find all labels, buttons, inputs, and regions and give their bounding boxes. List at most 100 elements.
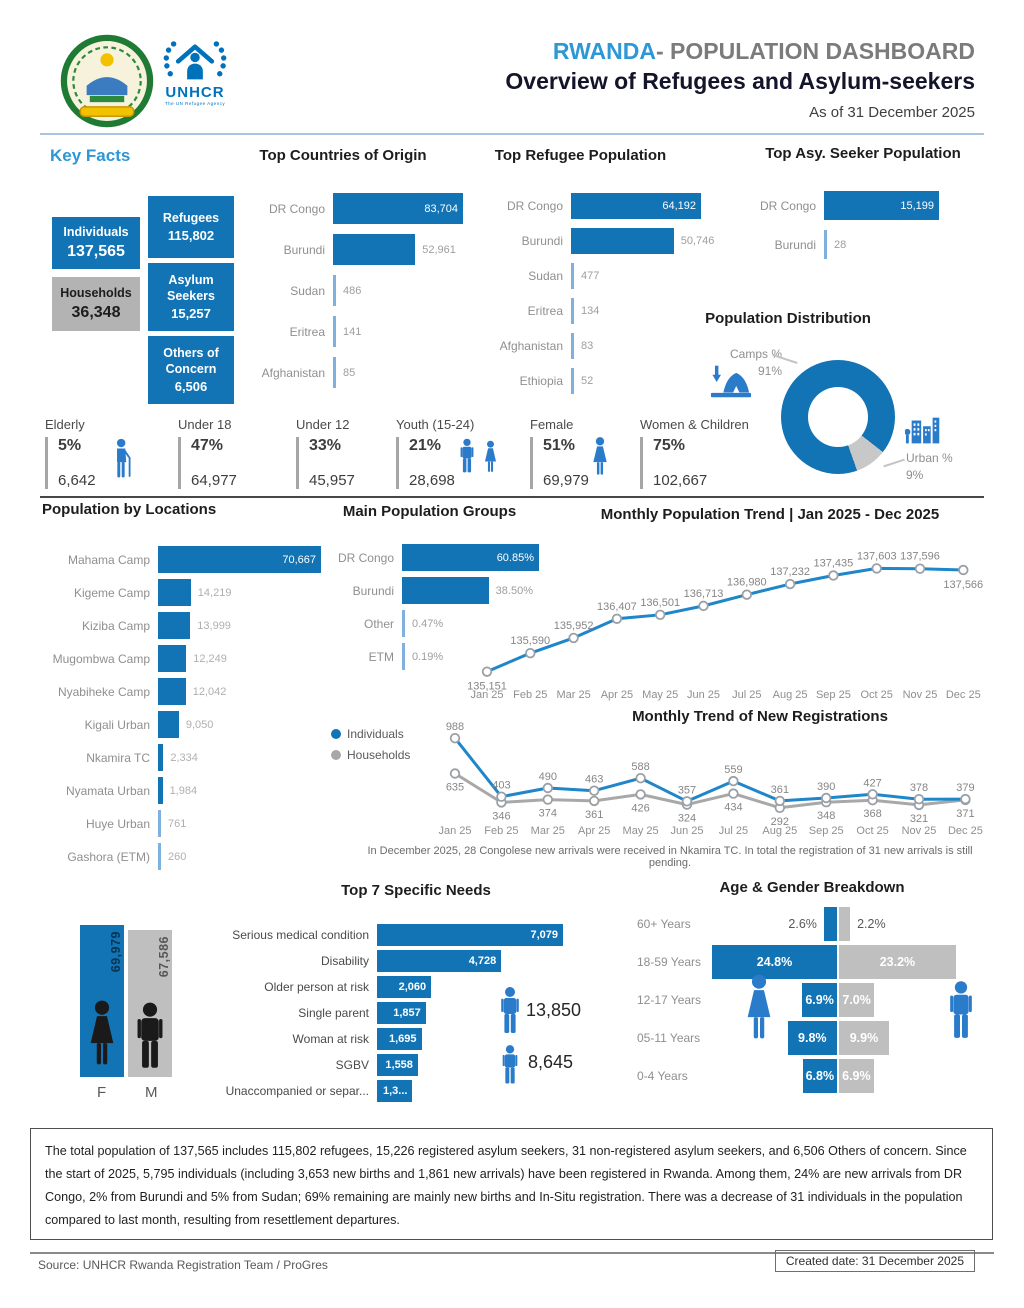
- bar-value: 1,857: [393, 1007, 421, 1019]
- demographic-percent: 33%: [309, 437, 342, 454]
- female-total-bar: 69,979: [80, 925, 124, 1077]
- chart-text: 361: [771, 784, 789, 796]
- chart-monthly-population-trend: Jan 25 Feb 25 Mar 25 Apr 25 May 25 Jun 25 Jul …: [430, 518, 1010, 719]
- chart-main-population-groups: DR Congo 60.85% Burundi 38.50% Other 0.47% ETM…: [330, 541, 539, 673]
- bar: [158, 843, 161, 870]
- bar-row: Gashora (ETM) 260: [40, 840, 321, 873]
- bar: 15,199: [824, 191, 939, 220]
- bar-track: 1,695: [377, 1028, 563, 1050]
- data-point: [914, 563, 926, 574]
- chart-text: 371: [956, 808, 974, 820]
- bar-category-label: Disability: [320, 954, 369, 968]
- male-total-bar: 67,586: [128, 930, 172, 1077]
- bar-row: DR Congo 83,704: [248, 188, 463, 229]
- data-point: [867, 789, 878, 800]
- female-value: 24.8%: [756, 955, 793, 969]
- chart-text: Jan 25: [470, 689, 503, 701]
- bar-row: Sudan 486: [248, 270, 463, 311]
- bar: [158, 711, 179, 738]
- bar-category-label: Older person at risk: [264, 980, 369, 994]
- unhcr-wordmark: UNHCR: [165, 84, 225, 101]
- male-bar: 9.9%: [839, 1021, 889, 1055]
- others-of-concern-value: 6,506: [174, 379, 208, 395]
- bar-row: Eritrea 141: [248, 311, 463, 352]
- bar: [158, 612, 191, 639]
- chart-text: 403: [492, 780, 510, 792]
- demographic-values: 33% 45,957: [296, 437, 428, 489]
- bar-row: Mugombwa Camp 12,249: [40, 642, 321, 675]
- chart-text: 368: [863, 808, 881, 820]
- bar-track: 761: [158, 810, 321, 837]
- bar-value: 1,695: [389, 1033, 417, 1045]
- households-value: 36,348: [71, 303, 121, 321]
- data-point: [784, 578, 796, 590]
- bar-value: 15,199: [900, 199, 934, 212]
- data-point: [542, 782, 554, 794]
- bar-row: Burundi 28: [752, 225, 939, 264]
- bar-category-label: Kiziba Camp: [81, 618, 150, 633]
- data-point: [654, 609, 666, 621]
- bar-value: 83: [581, 339, 594, 352]
- bar: [571, 262, 574, 289]
- chart-text: 136,407: [597, 601, 637, 613]
- demographic-count: 102,667: [653, 472, 708, 489]
- data-point: [728, 775, 739, 787]
- data-point: [728, 788, 739, 799]
- bar: [158, 777, 163, 804]
- bar-value: 9,050: [185, 718, 214, 731]
- data-point: [635, 789, 646, 800]
- bar-value: 260: [168, 850, 187, 863]
- chart-monthly-new-registrations: Jan 25 Feb 25 Mar 25 Apr 25 May 25 Jun 25 Jul …: [420, 721, 1010, 847]
- bar-track: 141: [333, 316, 463, 347]
- age-group-label: 12-17 Years: [637, 993, 702, 1007]
- bar-row: Disability 4,728: [222, 948, 563, 974]
- bar-row: Kiziba Camp 13,999: [40, 609, 321, 642]
- bar-row: Sudan 477: [486, 258, 701, 293]
- chart-text: 137,435: [814, 557, 854, 569]
- bar-row: Nyamata Urban 1,984: [40, 774, 321, 807]
- chart-text: Jul 25: [719, 825, 748, 837]
- camps-slice-label: Camps % 91%: [729, 347, 782, 378]
- age-group-label: 0-4 Years: [637, 1069, 688, 1083]
- bar: [571, 297, 574, 324]
- chart-title-needs: Top 7 Specific Needs: [341, 882, 491, 899]
- chart-text: 137,596: [900, 551, 940, 563]
- data-point: [496, 791, 507, 802]
- bar-value: 4,728: [468, 955, 497, 967]
- chart-text: 292: [771, 816, 789, 828]
- others-of-concern-label: Others of Concern: [163, 345, 219, 376]
- chart-top-asylum-population: DR Congo 15,199 Burundi 28: [752, 186, 939, 264]
- bar-value: 0.19%: [412, 650, 444, 663]
- bar-track: 28: [824, 230, 939, 259]
- bar-category-label: Burundi: [352, 583, 394, 598]
- unhcr-tagline: The UN Refugee Agency: [164, 101, 226, 106]
- Households-line: [454, 772, 966, 810]
- chart-top-refugee-population: DR Congo 64,192 Burundi 50,746 Sudan 477 Eritr…: [486, 188, 714, 398]
- female-value: 2.6%: [788, 917, 817, 931]
- bar: 60.85%: [402, 544, 539, 571]
- bar: 1,3...: [377, 1080, 413, 1102]
- bar: [333, 357, 336, 388]
- demographic-block: Elderly 5% 6,642: [45, 417, 177, 489]
- woman-icon: [590, 436, 610, 480]
- chart-text: Jul 25: [732, 689, 761, 701]
- chart-text: 635: [446, 782, 464, 794]
- bar-track: 1,857: [377, 1002, 563, 1024]
- bar: 1,558: [377, 1054, 418, 1076]
- female-bar: 6.8%: [802, 1059, 837, 1093]
- demographic-percent: 5%: [58, 437, 82, 454]
- bar-value: 134: [581, 304, 600, 317]
- male-bar: 7.0%: [839, 983, 875, 1017]
- bar-track: 2,060: [377, 976, 563, 998]
- chart-text: 348: [817, 810, 835, 822]
- male-bar: 6.9%: [839, 1059, 874, 1093]
- bar-category-label: Nkamira TC: [86, 750, 150, 765]
- bar-value: 761: [168, 817, 187, 830]
- data-point: [449, 768, 461, 779]
- bar: [402, 643, 405, 670]
- registrations-footnote: In December 2025, 28 Congolese new arriv…: [367, 845, 973, 869]
- chart-text: Aug 25: [762, 825, 797, 837]
- page-title-country: RWANDA: [552, 38, 656, 64]
- bar: [158, 744, 164, 771]
- bar-category-label: Nyabiheke Camp: [57, 684, 150, 699]
